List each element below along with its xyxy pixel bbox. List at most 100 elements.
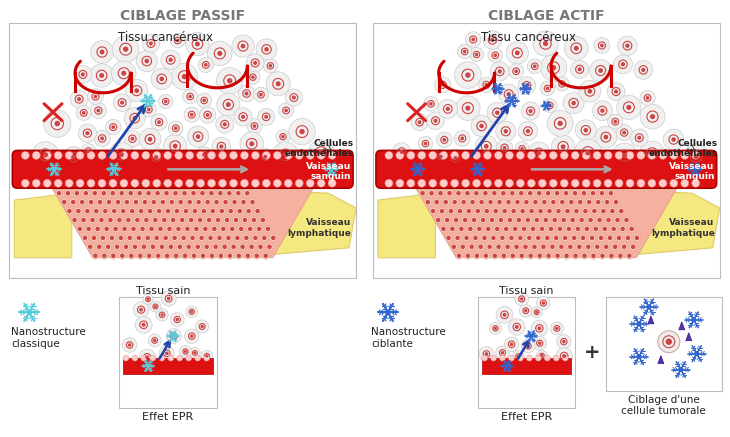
Circle shape bbox=[161, 50, 180, 69]
Circle shape bbox=[112, 36, 139, 62]
Circle shape bbox=[428, 190, 435, 197]
Circle shape bbox=[477, 227, 481, 230]
Circle shape bbox=[187, 183, 190, 186]
Circle shape bbox=[574, 192, 577, 194]
Circle shape bbox=[571, 234, 577, 241]
Circle shape bbox=[93, 192, 96, 194]
Circle shape bbox=[76, 179, 84, 187]
Circle shape bbox=[230, 243, 237, 250]
Circle shape bbox=[535, 355, 542, 361]
Circle shape bbox=[593, 179, 601, 187]
Circle shape bbox=[223, 123, 226, 126]
Circle shape bbox=[195, 227, 198, 230]
Circle shape bbox=[578, 68, 581, 71]
Circle shape bbox=[231, 183, 234, 186]
Circle shape bbox=[447, 236, 450, 239]
Circle shape bbox=[68, 210, 71, 212]
Circle shape bbox=[615, 152, 623, 160]
Circle shape bbox=[214, 245, 218, 248]
Circle shape bbox=[455, 218, 458, 222]
Circle shape bbox=[232, 245, 235, 248]
Circle shape bbox=[111, 208, 118, 215]
Circle shape bbox=[552, 201, 555, 204]
Circle shape bbox=[476, 225, 483, 232]
Circle shape bbox=[185, 243, 192, 250]
Text: Effet EPR: Effet EPR bbox=[142, 412, 193, 422]
Circle shape bbox=[147, 108, 150, 111]
Circle shape bbox=[89, 245, 92, 248]
Circle shape bbox=[567, 227, 570, 230]
Circle shape bbox=[142, 35, 160, 52]
Circle shape bbox=[477, 181, 484, 188]
Circle shape bbox=[78, 227, 81, 230]
Circle shape bbox=[418, 152, 426, 160]
Circle shape bbox=[593, 101, 612, 121]
Circle shape bbox=[96, 199, 104, 205]
Circle shape bbox=[124, 108, 145, 129]
Circle shape bbox=[480, 216, 486, 223]
Circle shape bbox=[538, 179, 546, 187]
Circle shape bbox=[553, 190, 561, 197]
Circle shape bbox=[416, 183, 419, 186]
Circle shape bbox=[579, 80, 601, 102]
Circle shape bbox=[237, 254, 240, 257]
Circle shape bbox=[630, 243, 637, 250]
Circle shape bbox=[485, 83, 488, 86]
Circle shape bbox=[136, 218, 139, 222]
Circle shape bbox=[164, 236, 167, 239]
Circle shape bbox=[523, 199, 530, 205]
Text: Vaisseau
lymphatique: Vaisseau lymphatique bbox=[650, 218, 715, 238]
Circle shape bbox=[85, 192, 88, 194]
Circle shape bbox=[193, 210, 196, 212]
Circle shape bbox=[122, 181, 129, 188]
Circle shape bbox=[128, 236, 131, 239]
Circle shape bbox=[571, 60, 588, 78]
Circle shape bbox=[461, 245, 464, 248]
Circle shape bbox=[604, 183, 607, 186]
Circle shape bbox=[587, 245, 590, 248]
Circle shape bbox=[183, 192, 186, 194]
Circle shape bbox=[554, 252, 561, 259]
Circle shape bbox=[595, 183, 598, 186]
Circle shape bbox=[44, 110, 71, 137]
Circle shape bbox=[63, 147, 84, 168]
Circle shape bbox=[157, 225, 164, 232]
Circle shape bbox=[488, 183, 491, 186]
Circle shape bbox=[217, 190, 224, 197]
Circle shape bbox=[177, 243, 183, 250]
Circle shape bbox=[269, 65, 272, 67]
Circle shape bbox=[528, 236, 531, 239]
Circle shape bbox=[485, 254, 488, 257]
Circle shape bbox=[599, 236, 602, 239]
Circle shape bbox=[251, 152, 259, 160]
Circle shape bbox=[231, 227, 234, 230]
Circle shape bbox=[317, 179, 325, 187]
Circle shape bbox=[563, 190, 569, 197]
Circle shape bbox=[185, 210, 188, 212]
Circle shape bbox=[205, 245, 208, 248]
Circle shape bbox=[207, 114, 209, 116]
Circle shape bbox=[131, 152, 139, 160]
Circle shape bbox=[539, 210, 542, 212]
Circle shape bbox=[194, 352, 196, 354]
Circle shape bbox=[637, 179, 645, 187]
Circle shape bbox=[524, 245, 527, 248]
Circle shape bbox=[154, 340, 155, 341]
Circle shape bbox=[607, 190, 615, 197]
Circle shape bbox=[491, 355, 496, 361]
Circle shape bbox=[434, 199, 440, 205]
Circle shape bbox=[196, 179, 204, 187]
Circle shape bbox=[142, 183, 145, 186]
Circle shape bbox=[477, 243, 484, 250]
Circle shape bbox=[666, 339, 672, 344]
Circle shape bbox=[61, 199, 68, 205]
Circle shape bbox=[128, 344, 131, 346]
Circle shape bbox=[220, 145, 223, 148]
Circle shape bbox=[191, 236, 194, 239]
Circle shape bbox=[596, 216, 603, 223]
Circle shape bbox=[150, 243, 156, 250]
Circle shape bbox=[585, 227, 588, 230]
Circle shape bbox=[256, 39, 277, 60]
Circle shape bbox=[580, 234, 587, 241]
Circle shape bbox=[228, 225, 236, 232]
